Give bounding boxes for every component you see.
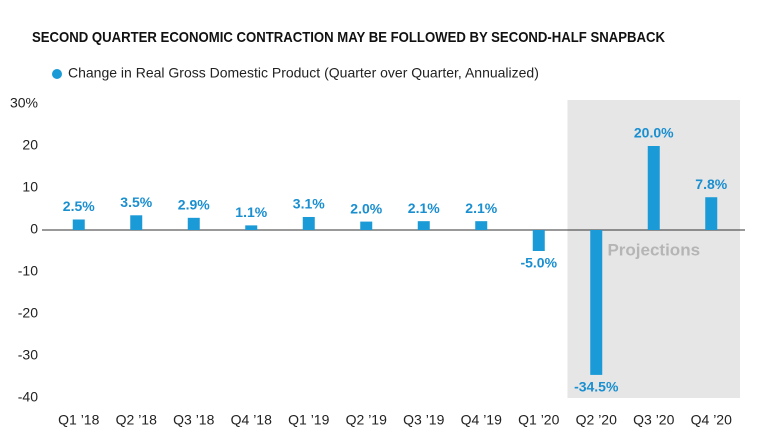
y-tick-label: 30%: [10, 95, 38, 111]
bar: [475, 221, 488, 230]
x-tick-label: Q4 ’18: [231, 412, 272, 428]
bar: [532, 230, 545, 251]
legend-marker: [52, 69, 62, 79]
x-tick-label: Q1 ’18: [58, 412, 99, 428]
value-label: 3.5%: [120, 194, 152, 210]
x-tick-label: Q4 ’19: [461, 412, 502, 428]
x-tick-label: Q3 ’19: [403, 412, 444, 428]
value-label: 2.1%: [408, 200, 440, 216]
value-label: 2.0%: [350, 200, 382, 216]
x-tick-label: Q2 ’18: [116, 412, 157, 428]
y-tick-label: -40: [18, 389, 38, 405]
value-label: 20.0%: [634, 125, 674, 141]
value-label: -34.5%: [574, 379, 619, 395]
value-label: 3.1%: [293, 196, 325, 212]
bar: [417, 221, 430, 230]
value-label: 2.1%: [465, 200, 497, 216]
bar: [72, 219, 85, 230]
x-tick-label: Q3 ’20: [633, 412, 674, 428]
x-tick-label: Q3 ’18: [173, 412, 214, 428]
chart-title: SECOND QUARTER ECONOMIC CONTRACTION MAY …: [32, 29, 665, 46]
x-tick-label: Q2 ’20: [576, 412, 617, 428]
y-tick-label: -10: [18, 263, 38, 279]
y-tick-label: 10: [22, 179, 38, 195]
value-label: 7.8%: [695, 176, 727, 192]
bar: [360, 221, 373, 230]
bar: [590, 230, 603, 375]
projection-label: Projections: [607, 240, 700, 259]
x-tick-label: Q1 ’20: [518, 412, 559, 428]
value-label: 2.9%: [178, 197, 210, 213]
bar: [302, 216, 315, 230]
y-tick-label: 20: [22, 137, 38, 153]
y-tick-label: -20: [18, 305, 38, 321]
bar: [130, 215, 143, 230]
value-label: 1.1%: [235, 204, 267, 220]
x-tick-label: Q2 ’19: [346, 412, 387, 428]
y-tick-label: -30: [18, 347, 38, 363]
legend-label: Change in Real Gross Domestic Product: [68, 65, 320, 81]
x-tick-label: Q4 ’20: [691, 412, 732, 428]
bar: [187, 217, 200, 230]
x-tick-label: Q1 ’19: [288, 412, 329, 428]
value-label: -5.0%: [520, 255, 557, 271]
value-label: 2.5%: [63, 198, 95, 214]
bar: [647, 146, 660, 230]
bar: [245, 225, 258, 230]
y-tick-label: 0: [30, 221, 38, 237]
legend-note: (Quarter over Quarter, Annualized): [324, 65, 539, 81]
bar: [705, 197, 718, 230]
